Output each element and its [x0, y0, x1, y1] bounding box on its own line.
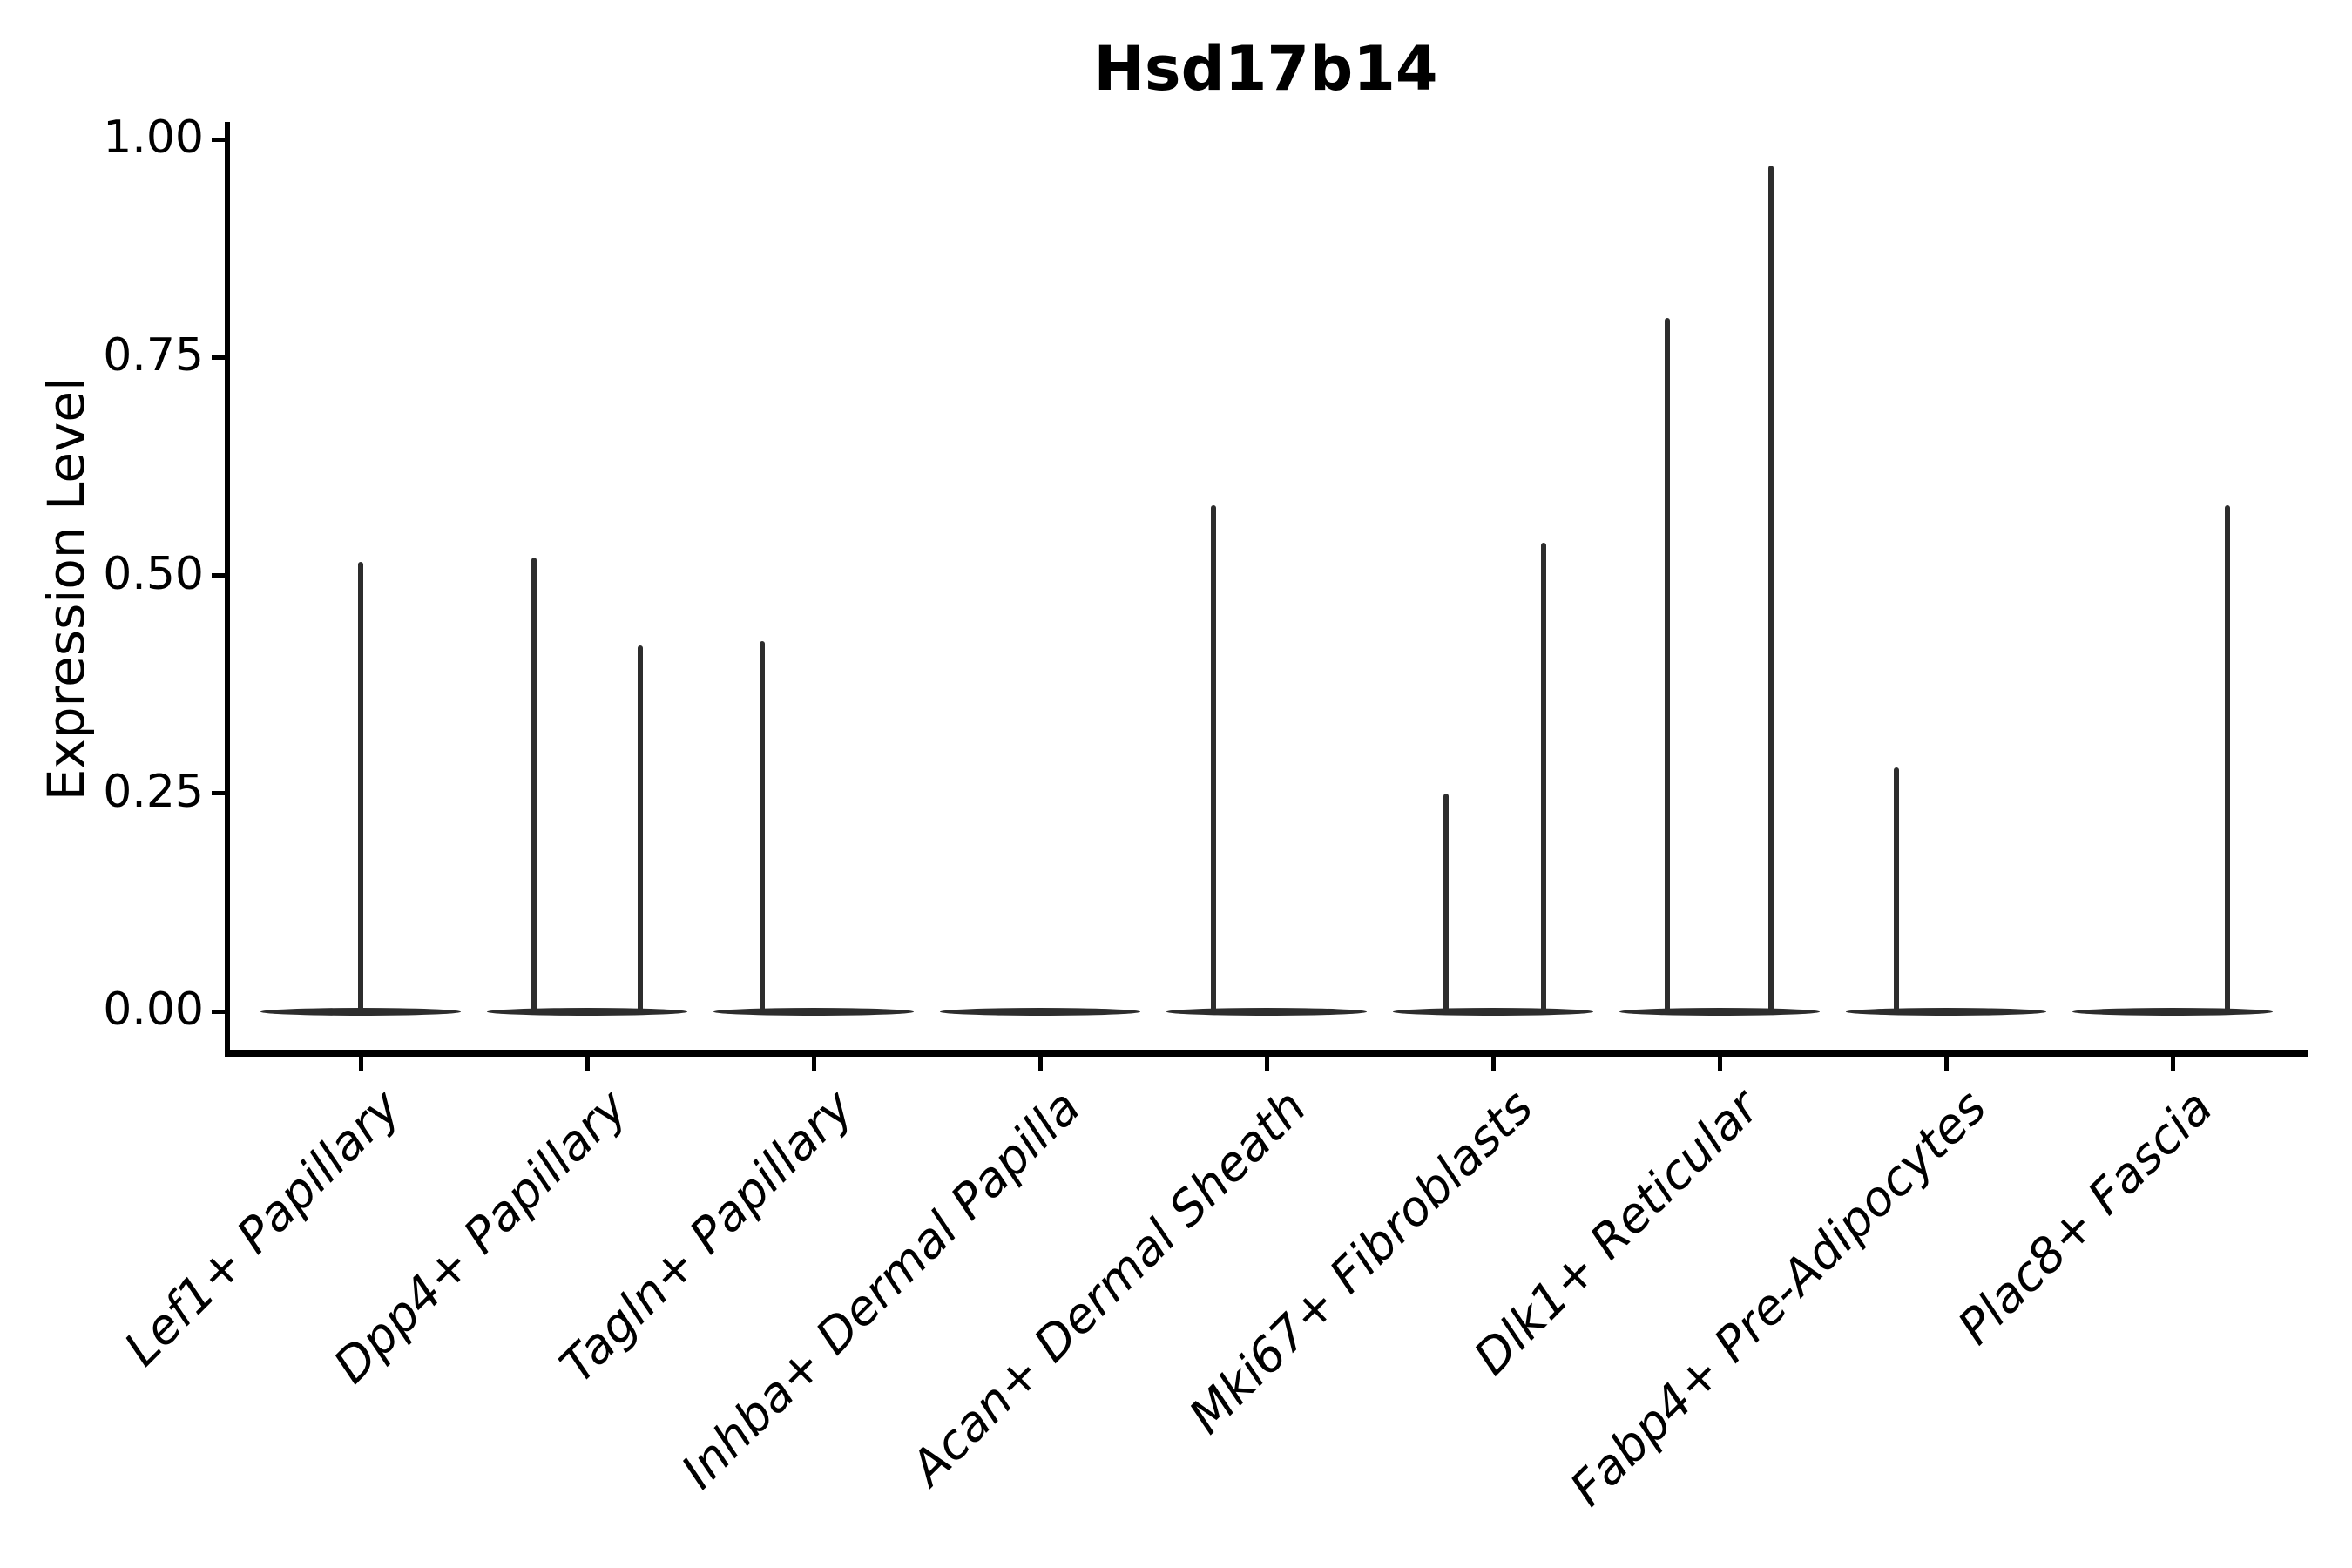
y-tick-label: 1.00: [103, 112, 204, 164]
y-tick: [212, 137, 226, 142]
violin-baseline: [1619, 1008, 1820, 1016]
x-tick: [1490, 1057, 1496, 1071]
y-tick-label: 0.25: [103, 765, 204, 818]
x-tick: [585, 1057, 590, 1071]
y-tick-label: 0.00: [103, 983, 204, 1036]
violin-spike: [1541, 543, 1546, 1015]
x-tick: [358, 1057, 363, 1071]
violin-spike: [1211, 505, 1216, 1015]
violin-spike: [358, 562, 363, 1015]
y-tick: [212, 355, 226, 360]
violin-spike: [2225, 505, 2230, 1015]
violin-spike: [531, 558, 537, 1015]
violin-spike: [1768, 166, 1774, 1015]
violin-spike: [1443, 793, 1449, 1015]
x-tick: [811, 1057, 816, 1071]
y-tick-label: 0.50: [103, 547, 204, 600]
y-tick: [212, 1009, 226, 1014]
x-tick: [1264, 1057, 1269, 1071]
violin-spike: [1665, 318, 1670, 1015]
x-axis-category-label: Inhba+ Dermal Papilla: [670, 1078, 1091, 1500]
x-tick: [1943, 1057, 1949, 1071]
violin-spike: [1894, 767, 1899, 1015]
x-axis-category-label: Acan+ Dermal Sheath: [900, 1078, 1317, 1496]
x-tick: [1037, 1057, 1043, 1071]
chart-title: Hsd17b14: [1093, 33, 1438, 105]
y-tick: [212, 791, 226, 796]
violin-spike: [760, 640, 765, 1015]
violin-spike: [638, 645, 643, 1015]
violin-baseline: [2072, 1008, 2273, 1016]
violin-baseline: [940, 1008, 1140, 1016]
x-tick: [2170, 1057, 2175, 1071]
x-axis-line: [225, 1050, 2308, 1057]
violin-baseline: [713, 1008, 914, 1016]
violin-baseline: [1393, 1008, 1593, 1016]
violin-baseline: [1846, 1008, 2046, 1016]
violin-baseline: [487, 1008, 687, 1016]
y-tick-label: 0.75: [103, 329, 204, 382]
x-axis-category-label: Fabp4+ Pre-Adipocytes: [1558, 1078, 1997, 1517]
violin-baseline: [1166, 1008, 1367, 1016]
y-tick: [212, 573, 226, 578]
y-axis-line: [225, 122, 230, 1056]
x-tick: [1717, 1057, 1722, 1071]
